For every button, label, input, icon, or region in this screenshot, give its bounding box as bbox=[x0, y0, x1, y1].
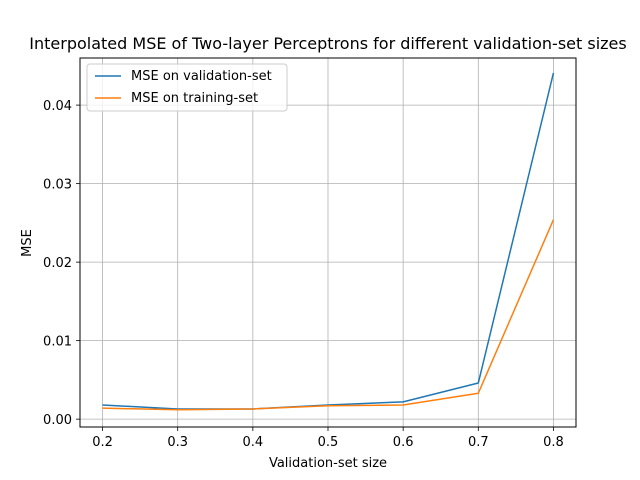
axis-ticks: 0.2 0.3 0.4 0.5 0.6 0.7 0.8 0.00 0.01 0.02 0.03 0.0… bbox=[43, 99, 564, 450]
series-line-validation bbox=[102, 72, 555, 410]
legend-label-training: MSE on training-set bbox=[131, 91, 258, 106]
chart-title: Interpolated MSE of Two-layer Perceptron… bbox=[29, 34, 626, 53]
legend-box bbox=[86, 63, 288, 112]
x-tick-label: 0.7 bbox=[468, 435, 489, 450]
x-tick-label: 0.6 bbox=[393, 435, 414, 450]
x-tick-label: 0.5 bbox=[318, 435, 339, 450]
x-tick-label: 0.4 bbox=[243, 435, 264, 450]
series-line-training bbox=[102, 219, 555, 411]
y-tick-label: 0.01 bbox=[43, 335, 72, 350]
y-tick-label: 0.00 bbox=[43, 413, 72, 428]
legend: MSE on validation-set MSE on training-se… bbox=[86, 63, 288, 112]
x-tick-label: 0.8 bbox=[543, 435, 564, 450]
grid-lines bbox=[80, 58, 576, 427]
y-axis-label: MSE bbox=[20, 229, 35, 257]
x-axis-label: Validation-set size bbox=[269, 456, 387, 471]
legend-label-validation: MSE on validation-set bbox=[131, 69, 272, 84]
y-tick-label: 0.03 bbox=[43, 178, 72, 193]
series-lines bbox=[102, 72, 555, 411]
y-tick-label: 0.04 bbox=[43, 99, 72, 114]
y-tick-label: 0.02 bbox=[43, 256, 72, 271]
x-tick-label: 0.3 bbox=[167, 435, 188, 450]
x-tick-label: 0.2 bbox=[92, 435, 113, 450]
